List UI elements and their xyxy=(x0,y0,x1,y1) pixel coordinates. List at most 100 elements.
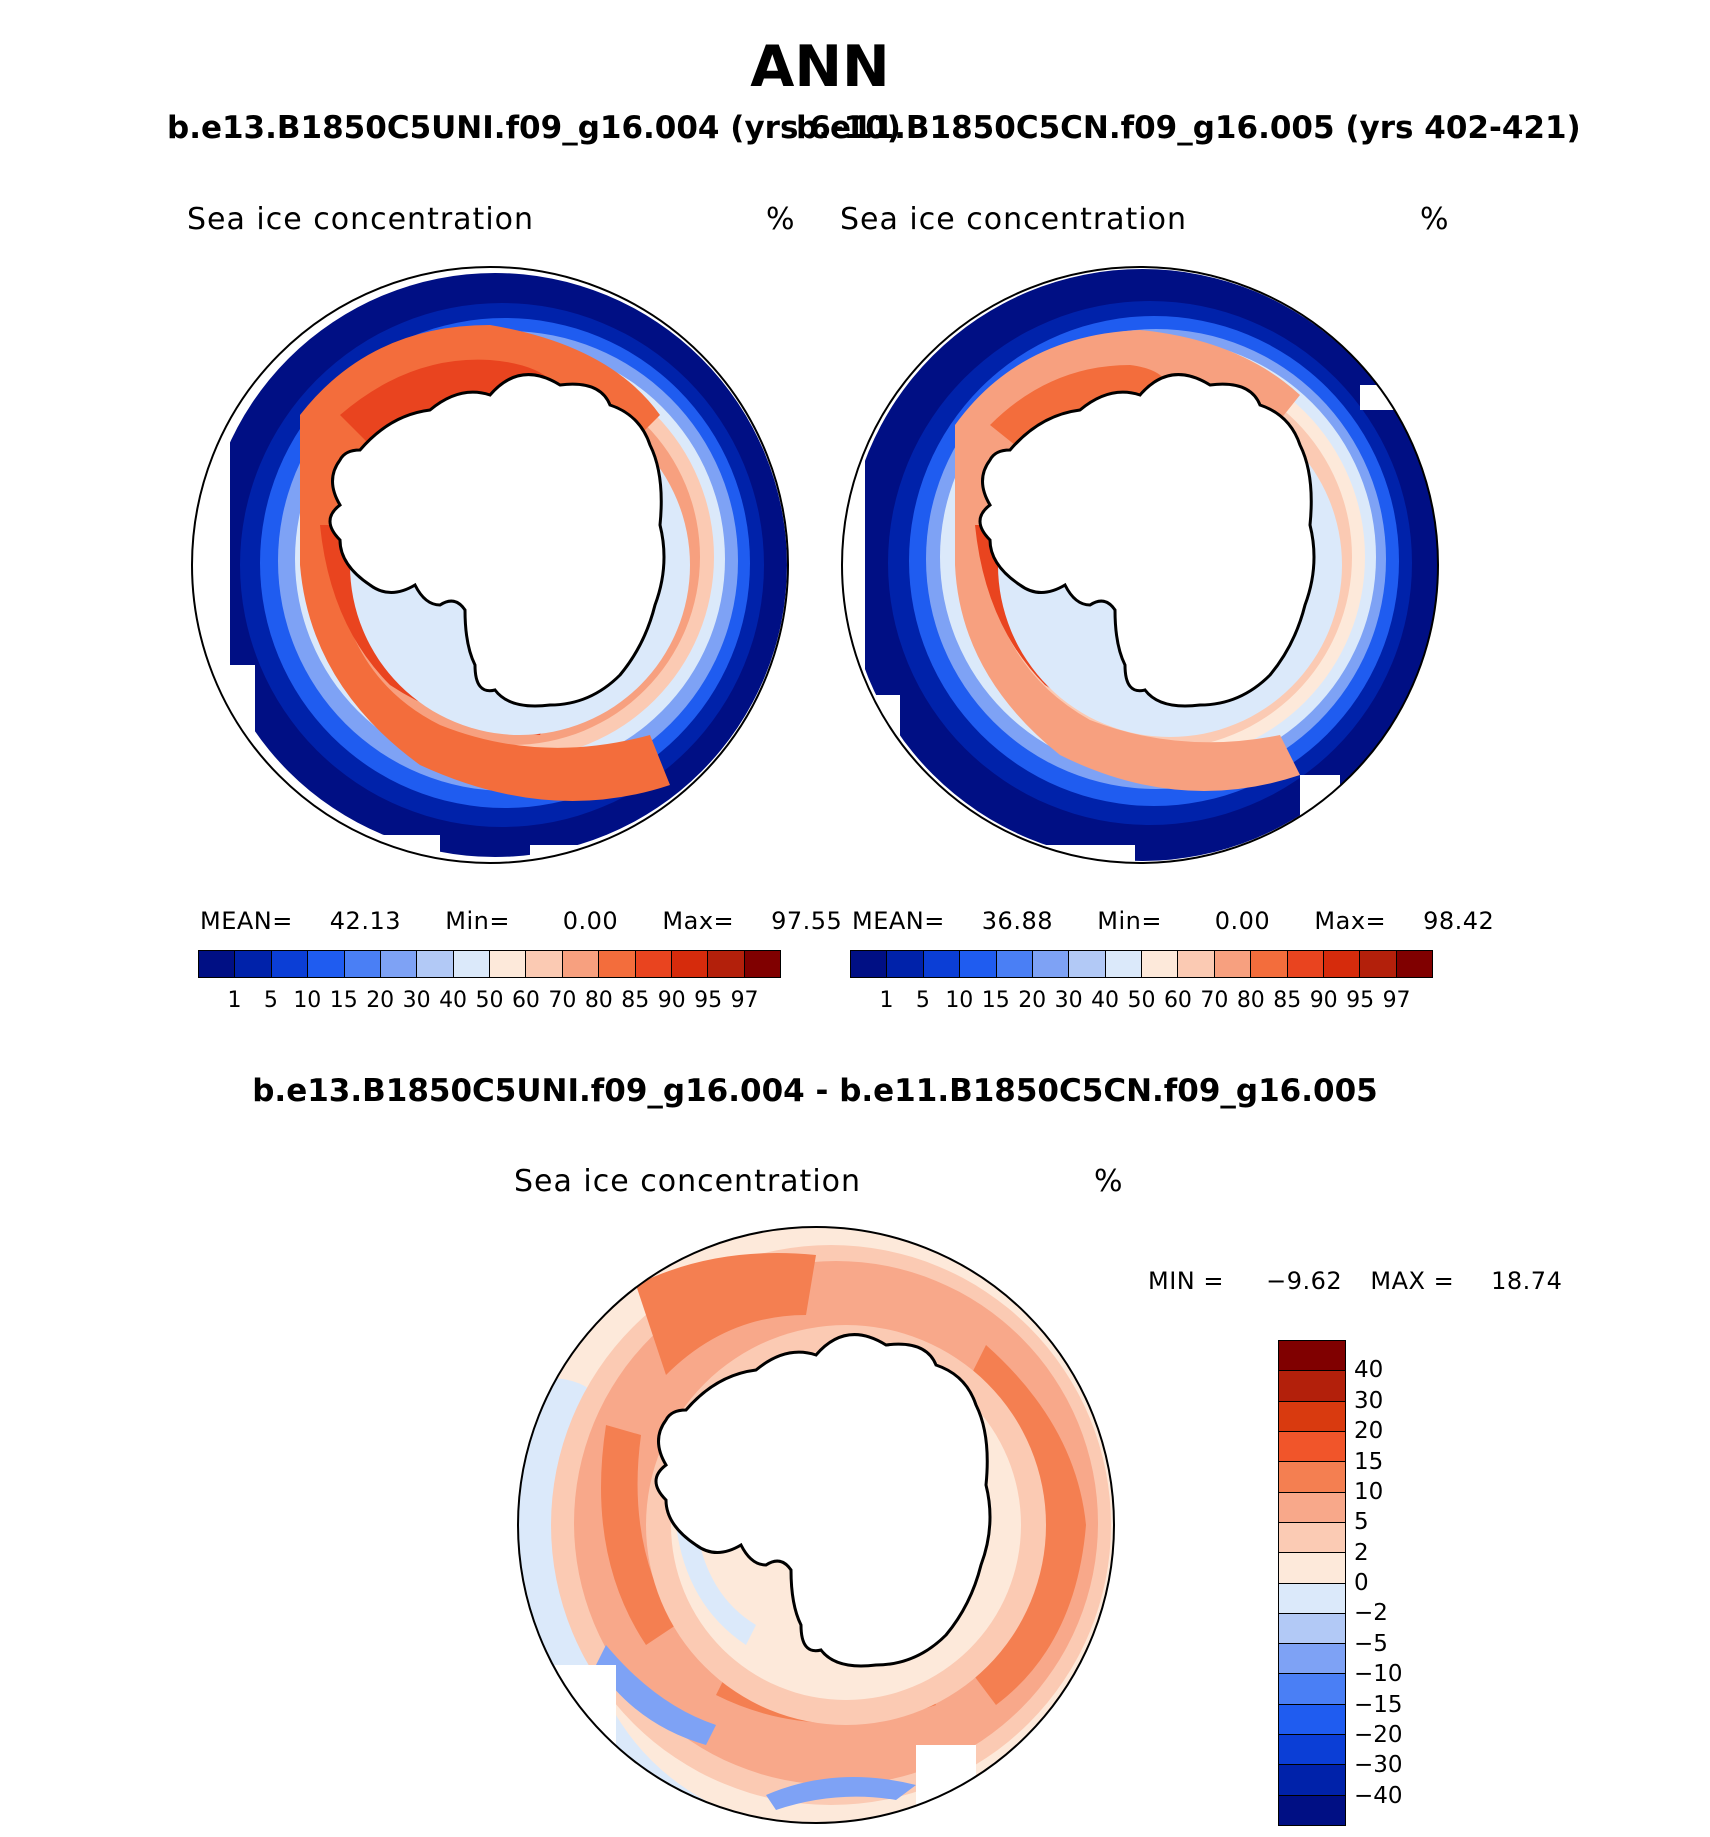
right-case-title: b.e11.B1850C5CN.f09_g16.005 (yrs 402-421… xyxy=(796,110,1581,146)
right-colorbar-tick-label: 30 xyxy=(1054,988,1083,1013)
diff-colorbar-swatch xyxy=(1279,1492,1345,1523)
right-colorbar-swatch xyxy=(887,951,924,977)
right-colorbar-tick-label: 50 xyxy=(1127,988,1156,1013)
right-colorbar-tick-label: 10 xyxy=(945,988,974,1013)
left-colorbar-tick-label: 1 xyxy=(227,988,242,1013)
right-colorbar-swatch xyxy=(1214,951,1252,977)
right-polar-map xyxy=(841,266,1439,864)
right-colorbar-tick-label: 20 xyxy=(1018,988,1047,1013)
right-colorbar-tick-label: 5 xyxy=(915,988,930,1013)
left-max-value: 97.55 xyxy=(771,907,843,935)
left-colorbar-tick-label: 30 xyxy=(402,988,431,1013)
diff-colorbar-tick-label: 0 xyxy=(1354,1570,1369,1596)
diff-colorbar-tick-label: −10 xyxy=(1354,1661,1403,1688)
diff-antarctica-coastline xyxy=(654,1333,992,1668)
right-colorbar-tick-label: 85 xyxy=(1273,988,1302,1013)
diff-colorbar-tick-label: 20 xyxy=(1354,1418,1384,1445)
right-mean-label: MEAN= xyxy=(852,907,945,935)
diff-colorbar-swatch xyxy=(1279,1401,1345,1432)
diff-colorbar-tick-label: −20 xyxy=(1354,1721,1403,1748)
right-colorbar-tick-label: 80 xyxy=(1236,988,1265,1013)
right-colorbar-tick-label: 90 xyxy=(1309,988,1338,1013)
right-colorbar-swatch xyxy=(996,951,1033,977)
left-units-label: % xyxy=(766,202,796,237)
right-colorbar-tick-label: 95 xyxy=(1346,988,1375,1013)
left-colorbar-tick-label: 90 xyxy=(657,988,686,1013)
left-antarctica-coastline xyxy=(328,373,666,708)
right-colorbar-swatch xyxy=(1323,951,1361,977)
left-colorbar-swatch xyxy=(380,951,418,977)
left-case-title: b.e13.B1850C5UNI.f09_g16.004 (yrs 6-10) xyxy=(167,110,901,146)
right-colorbar xyxy=(850,950,1433,978)
left-colorbar-tick-label: 40 xyxy=(439,988,468,1013)
diff-colorbar-swatch xyxy=(1279,1644,1345,1675)
right-variable-label: Sea ice concentration xyxy=(840,202,1188,237)
right-colorbar-swatch xyxy=(923,951,961,977)
left-colorbar-swatch xyxy=(235,951,272,977)
diff-colorbar-swatch xyxy=(1279,1795,1345,1825)
diff-case-title: b.e13.B1850C5UNI.f09_g16.004 - b.e11.B18… xyxy=(252,1073,1378,1109)
left-colorbar-swatch xyxy=(599,951,636,977)
right-colorbar-swatch xyxy=(851,951,888,977)
left-colorbar-tick-label: 5 xyxy=(263,988,278,1013)
right-max-label: Max= xyxy=(1314,907,1387,935)
diff-stats: MIN = −9.62 MAX = 18.74 xyxy=(1148,1267,1562,1295)
diff-colorbar-tick-label: 5 xyxy=(1354,1509,1369,1536)
left-stats: MEAN= 42.13 Min= 0.00 Max= 97.55 xyxy=(200,907,842,935)
diff-max-value: 18.74 xyxy=(1491,1267,1563,1295)
right-mean-value: 36.88 xyxy=(981,907,1053,935)
diff-colorbar xyxy=(1278,1340,1346,1826)
left-colorbar-tick-label: 10 xyxy=(293,988,322,1013)
left-colorbar-tick-label: 70 xyxy=(548,988,577,1013)
right-colorbar-tick-label: 70 xyxy=(1200,988,1229,1013)
right-colorbar-swatch xyxy=(1251,951,1288,977)
right-stats: MEAN= 36.88 Min= 0.00 Max= 98.42 xyxy=(852,907,1494,935)
left-colorbar-swatch xyxy=(562,951,600,977)
right-colorbar-swatch xyxy=(1360,951,1397,977)
figure-title: ANN xyxy=(750,34,890,100)
right-colorbar-swatch xyxy=(960,951,997,977)
diff-colorbar-swatch xyxy=(1279,1341,1345,1372)
diff-colorbar-swatch xyxy=(1279,1765,1345,1796)
diff-max-label: MAX = xyxy=(1370,1267,1455,1295)
diff-colorbar-tick-label: −30 xyxy=(1354,1752,1403,1779)
diff-polar-map xyxy=(517,1226,1115,1824)
left-min-value: 0.00 xyxy=(562,907,619,935)
diff-colorbar-swatch xyxy=(1279,1704,1345,1736)
right-colorbar-swatch xyxy=(1105,951,1142,977)
diff-colorbar-swatch xyxy=(1279,1553,1345,1584)
right-colorbar-tick-label: 40 xyxy=(1091,988,1120,1013)
left-mean-value: 42.13 xyxy=(329,907,401,935)
right-colorbar-swatch xyxy=(1142,951,1179,977)
diff-colorbar-tick-label: 10 xyxy=(1354,1478,1384,1505)
diff-colorbar-tick-label: −15 xyxy=(1354,1691,1403,1718)
left-colorbar-tick-label: 60 xyxy=(511,988,540,1013)
diff-colorbar-tick-label: −2 xyxy=(1354,1600,1388,1627)
right-colorbar-tick-label: 1 xyxy=(879,988,894,1013)
left-polar-map xyxy=(191,266,789,864)
left-colorbar-tick-label: 80 xyxy=(584,988,613,1013)
right-antarctica-coastline xyxy=(978,373,1316,708)
left-colorbar xyxy=(198,950,781,978)
right-min-value: 0.00 xyxy=(1214,907,1271,935)
left-colorbar-tick-label: 15 xyxy=(329,988,358,1013)
left-colorbar-tick-label: 95 xyxy=(694,988,723,1013)
diff-colorbar-swatch xyxy=(1279,1735,1345,1766)
right-colorbar-swatch xyxy=(1069,951,1106,977)
diff-min-value: −9.62 xyxy=(1266,1267,1343,1295)
diff-colorbar-tick-label: −40 xyxy=(1354,1782,1403,1809)
left-colorbar-swatch xyxy=(490,951,527,977)
left-colorbar-swatch xyxy=(453,951,490,977)
left-colorbar-tick-label: 97 xyxy=(730,988,759,1013)
diff-colorbar-swatch xyxy=(1279,1674,1345,1705)
diff-colorbar-swatch xyxy=(1279,1613,1345,1645)
left-colorbar-swatch xyxy=(635,951,672,977)
left-colorbar-swatch xyxy=(344,951,381,977)
right-colorbar-swatch xyxy=(1287,951,1324,977)
right-colorbar-tick-label: 15 xyxy=(981,988,1010,1013)
diff-colorbar-tick-label: 15 xyxy=(1354,1448,1384,1475)
left-colorbar-swatch xyxy=(671,951,709,977)
right-colorbar-tick-label: 97 xyxy=(1382,988,1411,1013)
right-colorbar-swatch xyxy=(1178,951,1215,977)
left-mean-label: MEAN= xyxy=(200,907,293,935)
